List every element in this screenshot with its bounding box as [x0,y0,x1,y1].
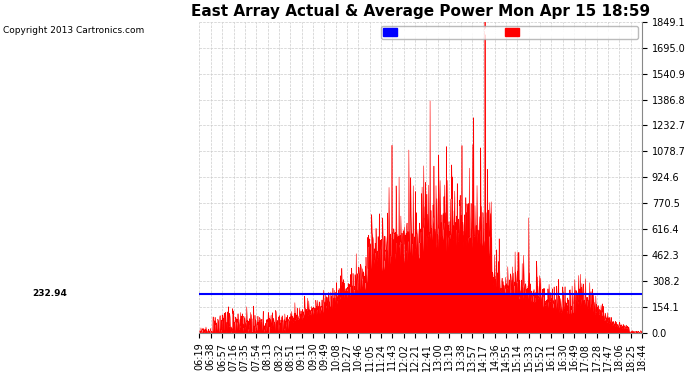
Legend: Average  (DC Watts), East Array  (DC Watts): Average (DC Watts), East Array (DC Watts… [381,26,638,39]
Text: 232.94: 232.94 [32,289,67,298]
Text: Copyright 2013 Cartronics.com: Copyright 2013 Cartronics.com [3,26,145,35]
Title: East Array Actual & Average Power Mon Apr 15 18:59: East Array Actual & Average Power Mon Ap… [191,4,651,19]
